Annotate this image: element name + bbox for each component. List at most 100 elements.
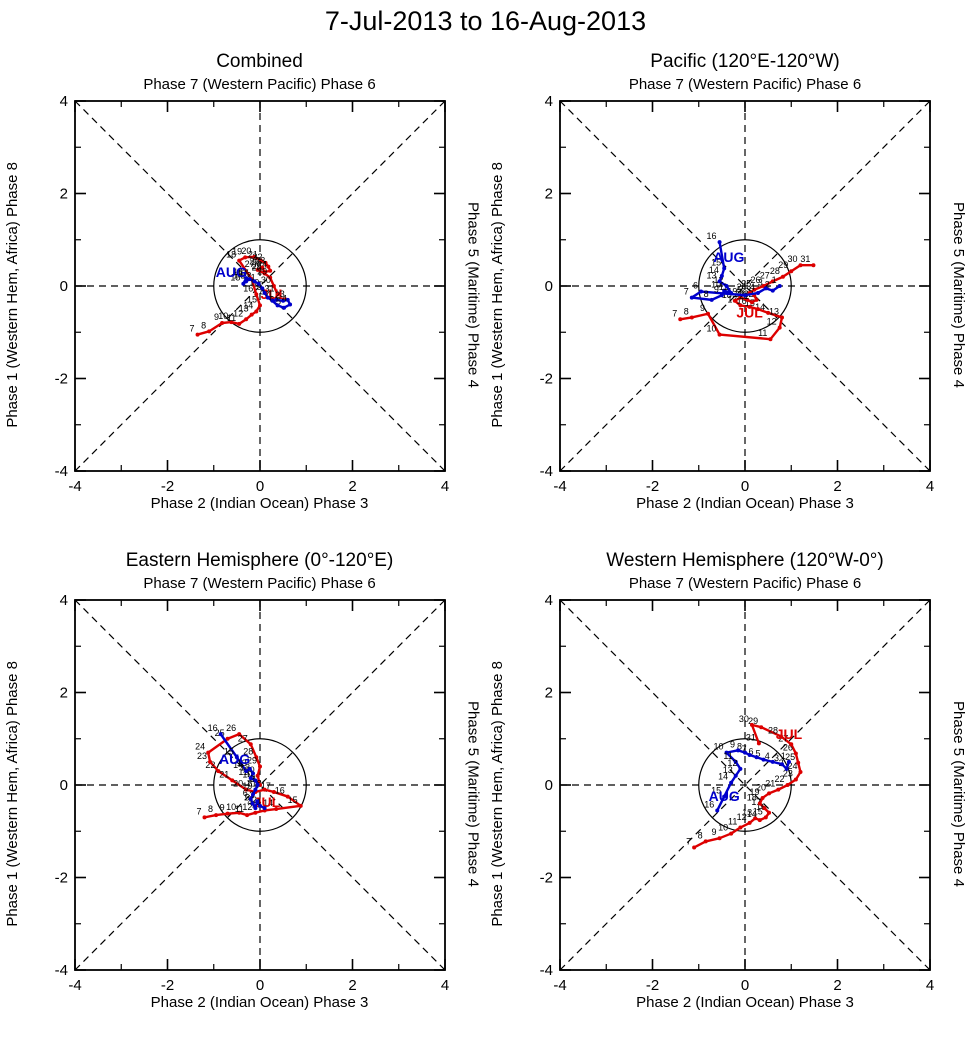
day-marker — [250, 771, 255, 776]
dashed-guide-line — [74, 100, 445, 472]
day-marker — [213, 813, 218, 818]
day-label: 7 — [742, 744, 747, 754]
axis-label-top: Phase 7 (Western Pacific) Phase 6 — [143, 76, 376, 93]
day-marker — [254, 799, 259, 804]
day-label: 6 — [242, 788, 247, 798]
day-marker — [715, 808, 720, 813]
day-label: 16 — [737, 296, 747, 306]
day-marker — [287, 302, 292, 307]
axis-label-top: Phase 7 (Western Pacific) Phase 6 — [143, 575, 376, 592]
day-marker — [761, 757, 766, 762]
panel-pacific: Pacific (120°E-120°W) Phase 7 (Western P… — [485, 39, 971, 512]
tick-label-x: -2 — [160, 977, 173, 994]
plot-wrap: Phase 1 (Western Hem, Africa) Phase 8 -4… — [489, 594, 967, 994]
day-marker — [729, 290, 734, 295]
tick-label-y: 4 — [545, 594, 553, 609]
unit-circle — [698, 239, 792, 333]
day-marker — [258, 258, 263, 263]
day-label: 16 — [243, 283, 253, 293]
day-label: 29 — [778, 260, 788, 270]
day-label: 15 — [287, 795, 297, 805]
day-label: 12 — [737, 812, 747, 822]
day-label: 13 — [707, 270, 717, 280]
axis-label-top: Phase 7 (Western Pacific) Phase 6 — [628, 575, 862, 592]
panel-title: Eastern Hemisphere (0°-120°E) — [125, 550, 394, 571]
day-marker — [256, 281, 261, 286]
day-label: 26 — [750, 275, 760, 285]
day-label: 13 — [723, 765, 733, 775]
tick-label-x: -4 — [553, 478, 566, 495]
day-marker — [766, 310, 771, 315]
day-label: 13 — [742, 807, 752, 817]
day-marker — [257, 803, 262, 808]
day-marker — [699, 289, 704, 294]
day-label: 4 — [750, 282, 755, 292]
day-marker — [259, 286, 264, 291]
day-marker — [236, 810, 241, 815]
day-marker — [252, 778, 257, 783]
day-marker — [719, 293, 724, 298]
day-label: 5 — [244, 793, 249, 803]
axis-label-bottom: Phase 2 (Indian Ocean) Phase 3 — [636, 994, 854, 1011]
day-marker — [717, 240, 722, 245]
day-marker — [780, 315, 784, 320]
day-label: 9 — [256, 282, 261, 292]
tick-label-x: 4 — [440, 977, 448, 994]
month-label-aug: AUG — [219, 751, 250, 767]
day-label: 25 — [251, 261, 261, 271]
day-marker — [236, 321, 241, 326]
day-marker — [262, 806, 267, 811]
day-label: 14 — [233, 760, 243, 770]
plot-wrap: Phase 1 (Western Hem, Africa) Phase 8 -4… — [489, 95, 967, 495]
day-label: 18 — [747, 793, 757, 803]
dashed-guide-line — [559, 599, 931, 971]
day-marker — [706, 311, 710, 316]
day-marker — [780, 274, 785, 279]
day-marker — [719, 273, 724, 278]
day-label: 14 — [709, 265, 719, 275]
phase-space-plot: -4-4-2-200224478910111213141516171819202… — [54, 594, 449, 994]
day-marker — [244, 813, 249, 818]
day-marker — [777, 284, 782, 288]
day-marker — [747, 304, 752, 309]
day-label: 13 — [236, 268, 246, 278]
day-marker — [242, 255, 247, 260]
day-marker — [767, 791, 772, 796]
dashed-guide-line — [559, 599, 931, 971]
tick-label-x: 0 — [255, 977, 263, 994]
day-label: 2 — [251, 795, 256, 805]
day-marker — [225, 811, 230, 816]
day-label: 8 — [698, 830, 703, 840]
day-label: 28 — [251, 263, 261, 273]
day-marker — [759, 725, 764, 730]
day-marker — [703, 839, 708, 844]
day-label: 17 — [727, 294, 737, 304]
day-label: 15 — [230, 273, 240, 283]
day-marker — [776, 787, 781, 792]
day-label: 16 — [756, 802, 766, 812]
day-marker — [747, 752, 752, 757]
day-marker — [236, 732, 241, 737]
day-label: 11 — [758, 328, 767, 338]
day-label: 17 — [260, 781, 270, 791]
day-label: 23 — [783, 768, 793, 778]
axis-label-bottom: Phase 2 (Indian Ocean) Phase 3 — [636, 495, 854, 512]
day-marker — [243, 276, 248, 281]
panel-combined: Combined Phase 7 (Western Pacific) Phase… — [0, 39, 485, 512]
day-marker — [275, 303, 280, 308]
tick-label-x: -2 — [646, 977, 659, 994]
day-label: 4 — [247, 797, 252, 807]
axis-label-right: Phase 5 (Maritime) Phase 4 — [950, 202, 967, 388]
day-label: 5 — [737, 284, 742, 294]
day-label: 11 — [719, 282, 728, 292]
day-marker — [252, 787, 257, 792]
tick-label-y: 0 — [545, 278, 553, 295]
axis-label-left: Phase 1 (Western Hem, Africa) Phase 8 — [489, 661, 506, 927]
day-marker — [257, 303, 262, 308]
day-marker — [755, 307, 760, 312]
day-label: 3 — [774, 753, 779, 763]
day-marker — [733, 759, 738, 764]
day-marker — [298, 803, 303, 808]
tick-label-y: -4 — [540, 463, 553, 480]
day-marker — [255, 267, 260, 272]
